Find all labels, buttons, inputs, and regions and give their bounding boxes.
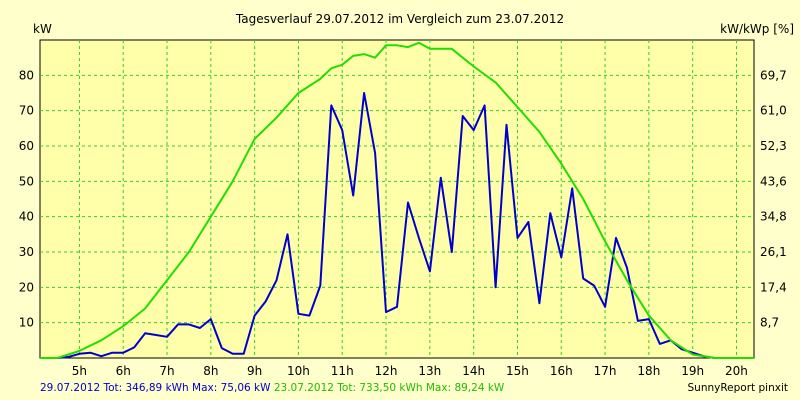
y-tick-label-right: 52,3	[760, 139, 787, 153]
y-tick-label-left: 60	[19, 139, 34, 153]
y-axis-right-label: kW/kWp [%]	[720, 22, 794, 36]
x-tick-label: 6h	[116, 364, 131, 378]
x-tick-label: 19h	[681, 364, 704, 378]
axis-layer: 5h 6h 7h 8h 9h 10h 11h 12h 13h 14h 15h 16h 17h 18h 19h…	[19, 68, 787, 378]
legend-series-29-07: 29.07.2012 Tot: 346,89 kWh Max: 75,06 kW	[40, 382, 271, 394]
chart-title: Tagesverlauf 29.07.2012 im Vergleich zum…	[235, 12, 564, 26]
y-tick-label-right: 17,4	[760, 280, 787, 294]
x-tick-label: 13h	[418, 364, 441, 378]
y-tick-label-left: 80	[19, 68, 34, 82]
credit-text: SunnyReport pinxit	[687, 382, 788, 394]
y-tick-label-right: 69,7	[760, 68, 787, 82]
y-tick-label-left: 70	[19, 104, 34, 118]
x-tick-label: 17h	[594, 364, 617, 378]
x-tick-label: 11h	[331, 364, 354, 378]
y-tick-label-left: 40	[19, 210, 34, 224]
x-tick-label: 9h	[247, 364, 262, 378]
grid-lines	[40, 40, 754, 358]
legend-series-23-07: 23.07.2012 Tot: 733,50 kWh Max: 89,24 kW	[273, 382, 505, 394]
legend-footer: 29.07.2012 Tot: 346,89 kWh Max: 75,06 kW…	[40, 382, 504, 394]
x-tick-label: 10h	[287, 364, 310, 378]
x-tick-label: 18h	[637, 364, 660, 378]
x-tick-label: 5h	[72, 364, 87, 378]
x-tick-label: 12h	[375, 364, 398, 378]
y-tick-label-left: 10	[19, 316, 34, 330]
y-tick-label-left: 20	[19, 280, 34, 294]
y-tick-label-right: 61,0	[760, 104, 787, 118]
y-tick-label-right: 8,7	[760, 316, 779, 330]
y-tick-label-right: 43,6	[760, 174, 787, 188]
y-tick-label-left: 30	[19, 245, 34, 259]
series-line-23-07	[40, 41, 754, 359]
x-tick-label: 7h	[159, 364, 174, 378]
y-tick-label-right: 34,8	[760, 210, 787, 224]
x-tick-label: 8h	[203, 364, 218, 378]
y-tick-label-right: 26,1	[760, 245, 787, 259]
x-tick-label: 15h	[506, 364, 529, 378]
series-layer	[40, 41, 754, 359]
x-tick-label: 14h	[462, 364, 485, 378]
x-tick-label: 16h	[550, 364, 573, 378]
y-axis-left-label: kW	[33, 22, 52, 36]
y-tick-label-left: 50	[19, 174, 34, 188]
plot-area	[39, 39, 755, 359]
x-tick-label: 20h	[725, 364, 748, 378]
